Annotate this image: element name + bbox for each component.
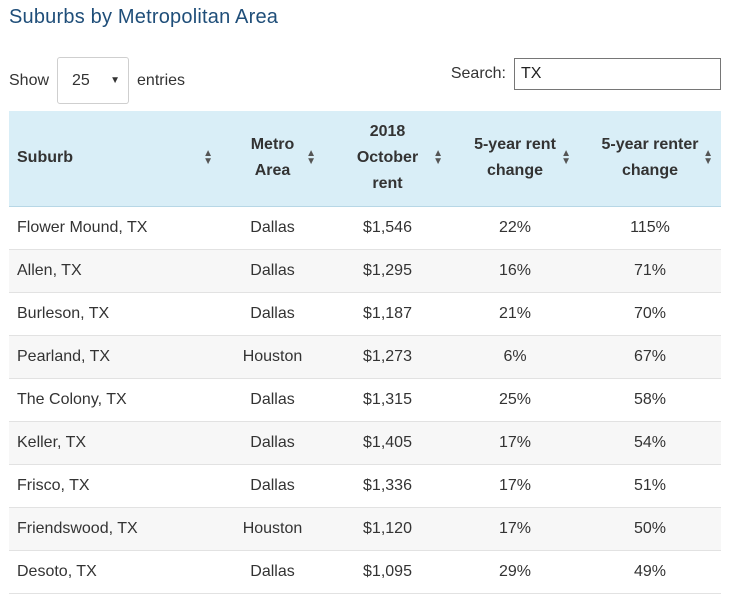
search-label: Search: [450,65,506,82]
cell-rent: $1,120 [324,507,451,551]
page-title: Suburbs by Metropolitan Area [9,6,279,28]
cell-renter-change: 54% [579,421,721,465]
cell-renter-change: 67% [579,335,721,379]
header-rent-change[interactable]: 5-year rent change ▲ ▼ [451,111,579,207]
cell-metro: Dallas [221,206,324,250]
cell-renter-change: 50% [579,507,721,551]
show-label: Show [9,71,50,89]
cell-rent: $1,187 [324,292,451,336]
caret-down-icon: ▼ [110,75,121,86]
sort-icon: ▲ ▼ [561,148,571,168]
cell-rent: $1,336 [324,464,451,508]
header-line: 5-year renter [601,136,699,154]
table-header-row: Suburb ▲ ▼ Metro Area ▲ ▼ 2018 October ren… [9,111,721,207]
cell-suburb: Keller, TX [9,421,221,465]
cell-suburb: Burleson, TX [9,292,221,336]
length-control: Show 25 ▼ entries [9,57,185,104]
sort-icon: ▲ ▼ [433,148,443,168]
header-suburb-label: Suburb [17,149,73,167]
header-line: Area [254,162,291,180]
cell-metro: Dallas [221,292,324,336]
cell-rent-change: 17% [451,421,579,465]
cell-rent-change: 21% [451,292,579,336]
entries-label: entries [137,71,186,89]
cell-renter-change: 70% [579,292,721,336]
cell-metro: Dallas [221,550,324,594]
entries-select-value: 25 [72,71,90,89]
header-renter-change[interactable]: 5-year renter change ▲ ▼ [579,111,721,207]
suburbs-table: Suburb ▲ ▼ Metro Area ▲ ▼ 2018 October ren… [9,111,721,594]
sort-icon: ▲ ▼ [203,148,213,168]
header-line: change [621,162,678,180]
table-row: Pearland, TX Houston $1,273 6% 67% [9,335,721,379]
sort-icon: ▲ ▼ [306,148,316,168]
header-october-rent[interactable]: 2018 October rent ▲ ▼ [324,111,451,207]
table-row: Keller, TX Dallas $1,405 17% 54% [9,421,721,465]
header-metro-area[interactable]: Metro Area ▲ ▼ [221,111,324,207]
header-line: 5-year rent [474,136,556,154]
header-line: Metro [250,136,295,154]
cell-rent: $1,546 [324,206,451,250]
cell-rent-change: 6% [451,335,579,379]
cell-suburb: Flower Mound, TX [9,206,221,250]
table-row: Friendswood, TX Houston $1,120 17% 50% [9,507,721,551]
cell-metro: Dallas [221,378,324,422]
cell-rent: $1,273 [324,335,451,379]
sort-icon: ▲ ▼ [703,148,713,168]
cell-suburb: Pearland, TX [9,335,221,379]
table-row: Burleson, TX Dallas $1,187 21% 70% [9,292,721,336]
table-row: The Colony, TX Dallas $1,315 25% 58% [9,378,721,422]
cell-renter-change: 49% [579,550,721,594]
cell-rent: $1,405 [324,421,451,465]
cell-rent-change: 25% [451,378,579,422]
cell-renter-change: 58% [579,378,721,422]
cell-metro: Dallas [221,249,324,293]
cell-renter-change: 51% [579,464,721,508]
cell-metro: Dallas [221,421,324,465]
table-row: Allen, TX Dallas $1,295 16% 71% [9,249,721,293]
cell-suburb: Allen, TX [9,249,221,293]
search-control: Search: [451,58,721,90]
search-input[interactable] [514,58,721,90]
cell-suburb: Desoto, TX [9,550,221,594]
table-row: Desoto, TX Dallas $1,095 29% 49% [9,550,721,594]
table-row: Frisco, TX Dallas $1,336 17% 51% [9,464,721,508]
cell-metro: Houston [221,335,324,379]
header-line: change [486,162,543,180]
cell-suburb: The Colony, TX [9,378,221,422]
cell-suburb: Frisco, TX [9,464,221,508]
cell-rent-change: 17% [451,507,579,551]
header-line: rent [372,175,403,193]
cell-suburb: Friendswood, TX [9,507,221,551]
cell-rent-change: 17% [451,464,579,508]
cell-metro: Houston [221,507,324,551]
header-suburb[interactable]: Suburb ▲ ▼ [9,111,221,207]
cell-rent-change: 22% [451,206,579,250]
header-line: 2018 [369,123,406,141]
cell-rent: $1,295 [324,249,451,293]
cell-rent: $1,315 [324,378,451,422]
entries-select[interactable]: 25 ▼ [57,57,130,104]
cell-rent: $1,095 [324,550,451,594]
cell-renter-change: 115% [579,206,721,250]
table-row: Flower Mound, TX Dallas $1,546 22% 115% [9,206,721,250]
cell-rent-change: 29% [451,550,579,594]
cell-rent-change: 16% [451,249,579,293]
cell-renter-change: 71% [579,249,721,293]
header-line: October [356,149,419,167]
cell-metro: Dallas [221,464,324,508]
